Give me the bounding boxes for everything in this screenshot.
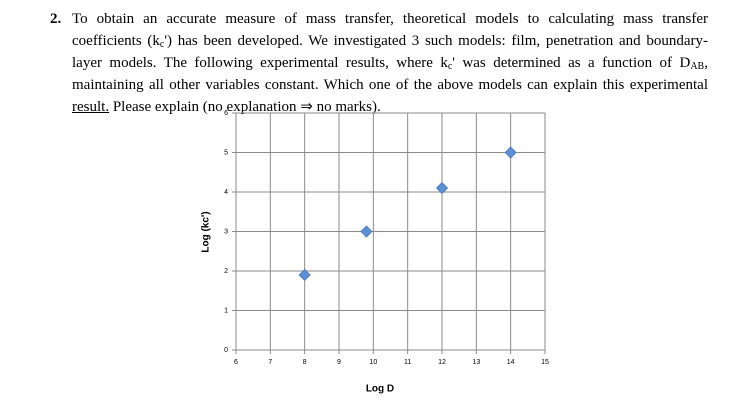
x-tick-label: 10 (369, 359, 377, 366)
x-tick-label: 9 (337, 359, 341, 366)
y-tick-label: 2 (224, 268, 228, 275)
y-tick-label: 6 (224, 110, 228, 117)
data-point (504, 146, 517, 159)
question-number: 2. (50, 11, 62, 27)
subscript: AB (690, 61, 705, 72)
x-axis-label: Log D (366, 384, 394, 395)
y-tick-label: 3 (224, 228, 228, 235)
question-text: To obtain an accurate measure of mass tr… (72, 8, 708, 118)
x-tick-label: 15 (541, 359, 549, 366)
text-run: , maintaining all other variables consta… (72, 55, 708, 93)
x-tick-label: 8 (303, 359, 307, 366)
data-point (360, 225, 373, 238)
text-run: To obtain an accurate measure of mass tr… (72, 11, 708, 49)
underlined-text: result. (72, 99, 110, 115)
y-tick-label: 5 (224, 149, 228, 156)
data-point (298, 268, 311, 282)
y-axis-label: Log (kc') (201, 211, 212, 252)
text-run: ' was determined as a function of D (452, 55, 691, 71)
x-tick-label: 6 (234, 359, 238, 366)
y-tick-label: 0 (224, 347, 228, 354)
x-tick-label: 7 (268, 359, 272, 366)
x-tick-label: 12 (438, 359, 446, 366)
data-point (435, 181, 449, 195)
y-tick-label: 4 (224, 189, 228, 196)
subscript: c (159, 39, 165, 50)
x-tick-label: 11 (404, 359, 411, 366)
subscript: c (447, 61, 453, 72)
text-run: ') has been developed. We investigated 3… (72, 33, 708, 71)
x-tick-label: 14 (507, 359, 515, 366)
text-run: Please explain (no explanation ⇒ no mark… (109, 99, 381, 115)
x-tick-label: 13 (472, 359, 480, 366)
y-tick-label: 1 (224, 307, 228, 314)
